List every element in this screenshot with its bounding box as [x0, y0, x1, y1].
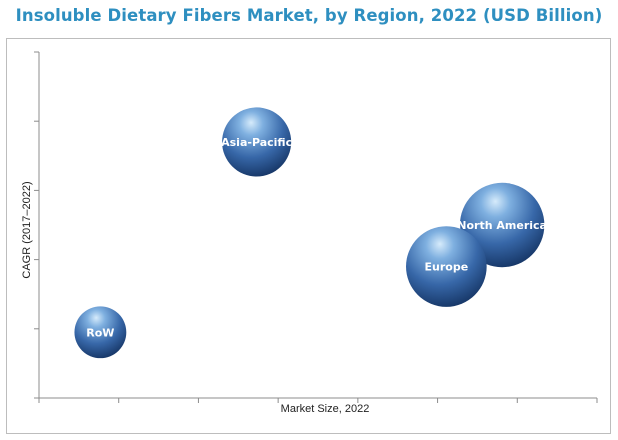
x-axis-label: Market Size, 2022	[281, 403, 370, 415]
bubble-asia-pacific: Asia-Pacific	[221, 107, 292, 177]
bubble-mark	[222, 107, 292, 177]
axes	[34, 51, 598, 403]
bubble-label: Europe	[425, 261, 469, 274]
bubble-row: RoW	[74, 306, 127, 359]
y-axis-label: CAGR (2017–2022)	[21, 181, 33, 278]
bubble-mark	[406, 226, 487, 307]
bubble-europe: Europe	[406, 226, 487, 307]
chart-frame	[6, 38, 611, 434]
bubble-label: RoW	[86, 326, 114, 339]
bubble-mark	[74, 306, 127, 359]
bubbles-layer: Asia-Pacific North America Europe RoW	[74, 107, 547, 359]
bubble-label: Asia-Pacific	[221, 136, 292, 149]
chart-title: Insoluble Dietary Fibers Market, by Regi…	[15, 6, 603, 25]
bubble-label: North America	[457, 219, 547, 232]
